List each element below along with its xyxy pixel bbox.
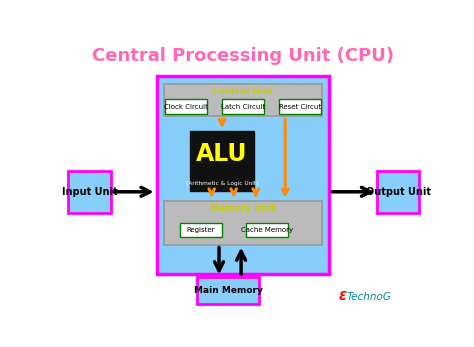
Bar [164, 84, 322, 117]
Bar [165, 99, 207, 114]
Bar [246, 223, 288, 237]
Bar [156, 76, 329, 274]
Text: Cache Memory: Cache Memory [241, 227, 293, 233]
Text: TechnoG: TechnoG [346, 292, 392, 302]
Text: Central Processing Unit (CPU): Central Processing Unit (CPU) [92, 47, 394, 65]
Bar [279, 99, 321, 114]
Text: Register: Register [186, 227, 215, 233]
Bar [68, 171, 111, 213]
Text: Main Memory: Main Memory [194, 286, 263, 295]
Text: Ɛ: Ɛ [338, 290, 346, 303]
Text: Control Unit: Control Unit [212, 86, 274, 95]
Text: Memory Unit: Memory Unit [210, 204, 276, 213]
Text: Reset Circut: Reset Circut [279, 103, 321, 110]
Bar [180, 223, 222, 237]
Text: (Arithmetic & Logic Unit): (Arithmetic & Logic Unit) [186, 181, 258, 186]
Bar [377, 171, 419, 213]
Bar [164, 201, 322, 245]
Bar [222, 99, 264, 114]
Text: Input Unit: Input Unit [62, 187, 118, 197]
Text: Clock Circuit: Clock Circuit [164, 103, 208, 110]
Bar [190, 131, 254, 191]
Bar [197, 277, 259, 304]
Text: ALU: ALU [196, 142, 248, 167]
Text: Output Unit: Output Unit [366, 187, 431, 197]
Text: Latch Circuit: Latch Circuit [221, 103, 265, 110]
